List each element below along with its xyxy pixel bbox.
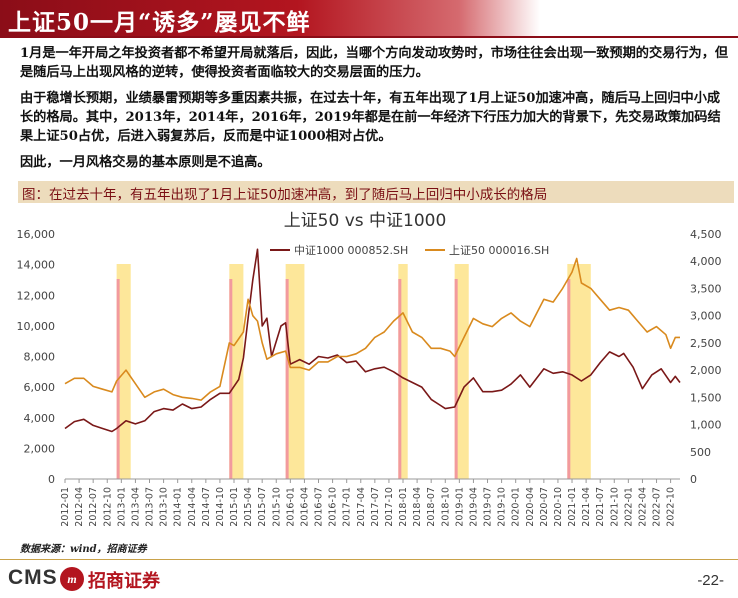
chart-caption: 图：在过去十年，有五年出现了1月上证50加速冲高，到了随后马上回归中小成长的格局 <box>22 187 548 203</box>
highlight-band-1 <box>229 264 244 479</box>
x-tick-label: 2021-04 <box>581 487 592 527</box>
y-right-tick-label: 3,000 <box>690 310 722 323</box>
x-tick-label: 2014-04 <box>187 487 198 527</box>
x-tick-label: 2022-07 <box>652 487 663 527</box>
series-line-sse50 <box>64 257 680 401</box>
x-tick-label: 2013-04 <box>130 487 141 527</box>
y-right-tick-label: 4,500 <box>690 228 722 241</box>
x-tick-label: 2020-04 <box>525 487 536 527</box>
x-tick-label: 2020-07 <box>539 487 550 527</box>
x-tick-label: 2021-07 <box>595 487 606 527</box>
highlight-marker-5 <box>567 279 571 479</box>
x-tick-label: 2022-04 <box>637 487 648 527</box>
x-tick-label: 2019-10 <box>497 487 508 527</box>
x-tick-label: 2021-01 <box>567 487 578 527</box>
x-tick-label: 2015-04 <box>243 487 254 527</box>
logo-text: CMS <box>8 566 58 589</box>
x-tick-label: 2012-01 <box>60 487 71 527</box>
x-tick-label: 2018-10 <box>440 487 451 527</box>
data-source: 数据来源：wind，招商证券 <box>20 544 147 555</box>
x-tick-label: 2019-01 <box>454 487 465 527</box>
y-left-tick-label: 8,000 <box>24 351 56 364</box>
y-left-tick-label: 10,000 <box>17 320 56 333</box>
highlight-band-2 <box>285 264 305 479</box>
y-left-tick-label: 16,000 <box>17 228 56 241</box>
highlight-marker-1 <box>229 279 233 479</box>
y-left-tick-label: 12,000 <box>17 289 56 302</box>
y-right-tick-label: 0 <box>690 473 697 486</box>
y-right-tick-label: 2,500 <box>690 337 722 350</box>
x-tick-label: 2015-01 <box>229 487 240 527</box>
paragraph-3: 因此，一月风格交易的基本原则是不追高。 <box>20 155 271 170</box>
x-tick-label: 2015-10 <box>271 487 282 527</box>
x-tick-label: 2012-04 <box>74 487 85 527</box>
x-tick-label: 2012-10 <box>102 487 113 527</box>
x-tick-label: 2022-01 <box>623 487 634 527</box>
x-tick-label: 2014-07 <box>201 487 212 527</box>
x-tick-label: 2018-04 <box>412 487 423 527</box>
highlight-marker-2 <box>285 279 289 479</box>
x-tick-label: 2022-10 <box>666 487 677 527</box>
x-tick-label: 2016-04 <box>299 487 310 527</box>
line-chart: 上证50 vs 中证1000 0 2,000 4,000 6,000 8,000 10,0… <box>17 211 722 527</box>
y-right-tick-label: 1,500 <box>690 391 722 404</box>
chart-axes: 0 2,000 4,000 6,000 8,000 10,000 12,000 14,000 1… <box>17 228 722 527</box>
x-tick-label: 2014-01 <box>173 487 184 527</box>
x-tick-label: 2013-07 <box>145 487 156 527</box>
y-right-tick-label: 2,000 <box>690 364 722 377</box>
chart-title: 上证50 vs 中证1000 <box>284 211 447 231</box>
x-tick-label: 2018-01 <box>398 487 409 527</box>
page-title: 上证50一月“诱多”屡见不鲜 <box>8 9 311 36</box>
logo-mark-icon: m <box>60 567 84 591</box>
x-tick-label: 2020-01 <box>511 487 522 527</box>
y-right-tick-label: 3,500 <box>690 282 722 295</box>
x-tick-label: 2012-07 <box>88 487 99 527</box>
x-tick-label: 2015-07 <box>257 487 268 527</box>
title-bar: 上证50一月“诱多”屡见不鲜 <box>0 0 738 36</box>
y-right-tick-label: 500 <box>690 446 711 459</box>
y-left-tick-label: 14,000 <box>17 259 56 272</box>
page-number: -22- <box>697 572 724 589</box>
series-lines <box>64 248 681 433</box>
company-name: 招商证券 <box>88 571 160 592</box>
x-tick-label: 2014-10 <box>215 487 226 527</box>
x-tick-label: 2017-10 <box>384 487 395 527</box>
paragraph-2: 由于稳增长预期，业绩暴雷预期等多重因素共振，在过去十年，有五年出现了1月上证50… <box>20 91 721 144</box>
series-line-csi1000 <box>64 248 681 433</box>
highlight-band-4 <box>454 264 469 479</box>
x-tick-label: 2016-07 <box>314 487 325 527</box>
y-left-tick-label: 2,000 <box>24 442 56 455</box>
title-underline <box>0 36 738 38</box>
footer-divider <box>0 559 738 560</box>
x-tick-label: 2016-10 <box>328 487 339 527</box>
highlight-marker-4 <box>454 279 458 479</box>
x-tick-label: 2020-10 <box>553 487 564 527</box>
legend-label: 中证1000 000852.SH <box>294 244 408 257</box>
x-tick-label: 2016-01 <box>285 487 296 527</box>
legend: 中证1000 000852.SH 上证50 000016.SH <box>270 244 549 257</box>
y-right-tick-label: 4,000 <box>690 255 722 268</box>
x-tick-label: 2017-04 <box>356 487 367 527</box>
x-tick-label: 2013-10 <box>159 487 170 527</box>
y-left-tick-label: 6,000 <box>24 381 56 394</box>
y-left-tick-label: 0 <box>48 473 55 486</box>
x-tick-label: 2013-01 <box>116 487 127 527</box>
x-tick-label: 2019-07 <box>483 487 494 527</box>
y-right-tick-label: 1,000 <box>690 419 722 432</box>
x-tick-label: 2017-01 <box>342 487 353 527</box>
highlight-band-3 <box>398 264 408 479</box>
paragraph-1: 1月是一年开局之年投资者都不希望开局就落后，因此，当哪个方向发动攻势时，市场往往… <box>20 46 729 80</box>
highlight-band-5 <box>567 264 591 479</box>
chart-caption-bar: 图：在过去十年，有五年出现了1月上证50加速冲高，到了随后马上回归中小成长的格局 <box>18 181 734 203</box>
highlight-marker-3 <box>398 279 402 479</box>
x-tick-label: 2019-04 <box>468 487 479 527</box>
y-left-tick-label: 4,000 <box>24 412 56 425</box>
x-tick-label: 2021-10 <box>609 487 620 527</box>
highlight-bands <box>116 264 591 479</box>
x-tick-label: 2017-07 <box>370 487 381 527</box>
x-tick-label: 2018-07 <box>426 487 437 527</box>
legend-label: 上证50 000016.SH <box>449 244 549 257</box>
title-background <box>0 0 540 36</box>
